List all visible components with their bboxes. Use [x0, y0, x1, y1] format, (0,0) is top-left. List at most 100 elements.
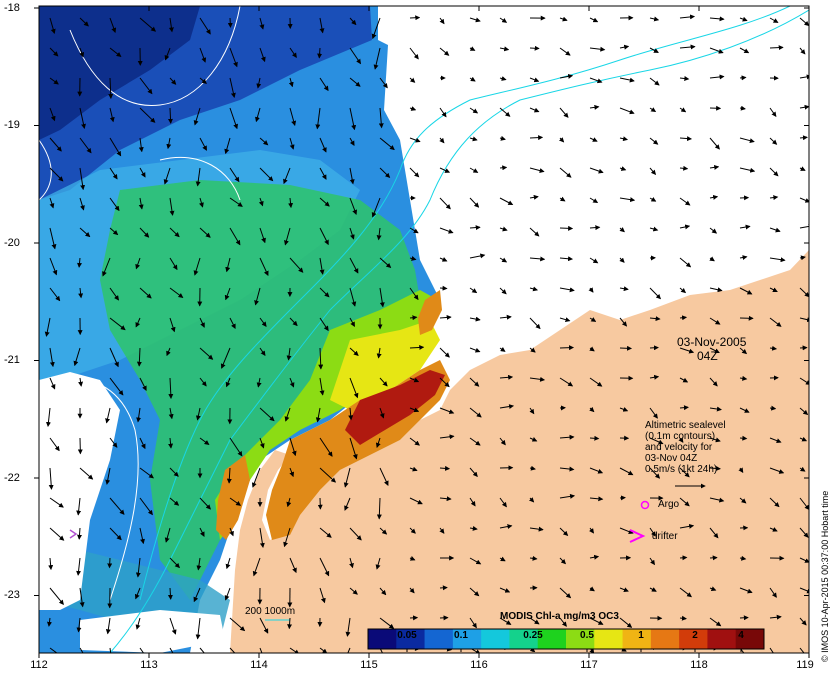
- colorbar-segment: [650, 629, 680, 649]
- velocity-arrow: [469, 167, 479, 173]
- velocity-arrow: [649, 226, 659, 232]
- legend-line: (0.1m contours): [645, 431, 716, 442]
- velocity-arrow: [649, 287, 661, 300]
- velocity-arrow: [739, 497, 747, 504]
- velocity-arrow: [589, 225, 601, 231]
- colorbar-segment: [452, 629, 482, 649]
- colorbar-tick: 0.05: [397, 630, 417, 641]
- velocity-arrow: [315, 407, 321, 423]
- velocity-arrow: [347, 647, 351, 653]
- velocity-arrow: [289, 437, 297, 457]
- velocity-arrow: [469, 17, 481, 23]
- colorbar: [367, 628, 765, 652]
- velocity-arrow: [195, 617, 201, 640]
- velocity-arrow: [589, 137, 598, 142]
- velocity-arrow: [619, 227, 625, 233]
- velocity-arrow: [649, 407, 658, 419]
- velocity-arrow: [739, 105, 746, 111]
- velocity-arrow: [224, 287, 231, 301]
- velocity-arrow: [769, 45, 784, 51]
- colorbar-tick: 2: [692, 630, 698, 641]
- velocity-arrow: [259, 257, 269, 277]
- velocity-arrow: [343, 467, 351, 488]
- velocity-arrow: [649, 437, 664, 445]
- velocity-arrow: [48, 467, 54, 490]
- velocity-arrow: [739, 75, 747, 81]
- velocity-arrow: [284, 227, 291, 246]
- velocity-arrow: [739, 224, 751, 230]
- velocity-arrow: [709, 227, 718, 234]
- velocity-arrow: [709, 347, 720, 354]
- velocity-arrow: [499, 374, 514, 380]
- velocity-arrow: [769, 345, 778, 351]
- velocity-arrow: [559, 493, 576, 499]
- velocity-arrow: [373, 47, 381, 70]
- velocity-arrow: [409, 315, 418, 321]
- velocity-arrow: [109, 377, 124, 396]
- velocity-arrow: [371, 17, 381, 40]
- legend-line: 0.5m/s (1kt 24h): [645, 464, 718, 475]
- velocity-arrow: [289, 107, 297, 127]
- colorbar-title: MODIS Chl-a mg/m3 OC3: [500, 611, 619, 622]
- velocity-arrow: [319, 17, 325, 34]
- velocity-arrow: [439, 314, 452, 320]
- velocity-arrow: [288, 197, 294, 209]
- velocity-arrow: [499, 437, 506, 446]
- velocity-arrow: [379, 467, 389, 486]
- velocity-arrow: [649, 345, 659, 351]
- velocity-arrow: [108, 77, 114, 100]
- velocity-arrow: [439, 167, 451, 173]
- velocity-arrow: [169, 317, 176, 333]
- velocity-arrow: [709, 377, 718, 387]
- velocity-arrow: [679, 615, 687, 621]
- velocity-arrow: [259, 347, 266, 356]
- velocity-arrow: [679, 555, 688, 561]
- velocity-arrow: [769, 17, 779, 23]
- drifter-on-map: [69, 529, 78, 539]
- velocity-arrow: [349, 167, 355, 185]
- velocity-arrow: [319, 77, 329, 92]
- velocity-arrow: [229, 647, 236, 653]
- velocity-arrow: [349, 257, 359, 274]
- velocity-arrow: [439, 585, 448, 591]
- velocity-arrow: [439, 527, 445, 534]
- velocity-arrow: [619, 107, 635, 115]
- velocity-arrow: [135, 617, 141, 630]
- velocity-arrow: [259, 317, 267, 327]
- velocity-arrow: [769, 167, 779, 177]
- velocity-arrow: [559, 345, 575, 351]
- velocity-arrow: [679, 497, 690, 507]
- velocity-arrow: [769, 647, 774, 653]
- y-tick-marks: [34, 7, 809, 596]
- colorbar-tick: 1: [638, 630, 644, 641]
- colorbar-segment: [594, 629, 624, 649]
- velocity-arrow: [469, 497, 476, 507]
- velocity-arrow: [259, 137, 269, 146]
- velocity-arrow: [439, 434, 455, 440]
- velocity-arrow: [499, 46, 510, 52]
- velocity-arrow: [168, 377, 174, 400]
- velocity-arrow: [529, 107, 540, 113]
- x-tick-label: 117: [580, 659, 598, 671]
- velocity-arrow: [499, 76, 507, 81]
- velocity-arrow: [619, 197, 636, 203]
- velocity-arrow: [649, 47, 659, 53]
- velocity-arrow: [199, 77, 207, 84]
- velocity-arrow: [559, 73, 574, 79]
- velocity-arrow: [589, 46, 606, 52]
- velocity-arrow: [529, 286, 539, 292]
- y-tick-label: -21: [4, 354, 20, 366]
- velocity-arrow: [135, 257, 141, 270]
- velocity-arrow: [169, 617, 177, 635]
- velocity-arrow: [169, 467, 179, 477]
- velocity-arrow: [79, 467, 94, 480]
- velocity-arrow: [49, 107, 56, 122]
- velocity-arrow: [49, 497, 64, 508]
- legend-line: Altimetric sealevel: [645, 420, 726, 431]
- velocity-arrow: [409, 137, 421, 143]
- velocity-arrow: [799, 47, 806, 55]
- velocity-arrow: [109, 437, 118, 448]
- velocity-arrow: [559, 587, 572, 599]
- velocity-arrow: [49, 47, 59, 57]
- velocity-arrow: [379, 287, 385, 308]
